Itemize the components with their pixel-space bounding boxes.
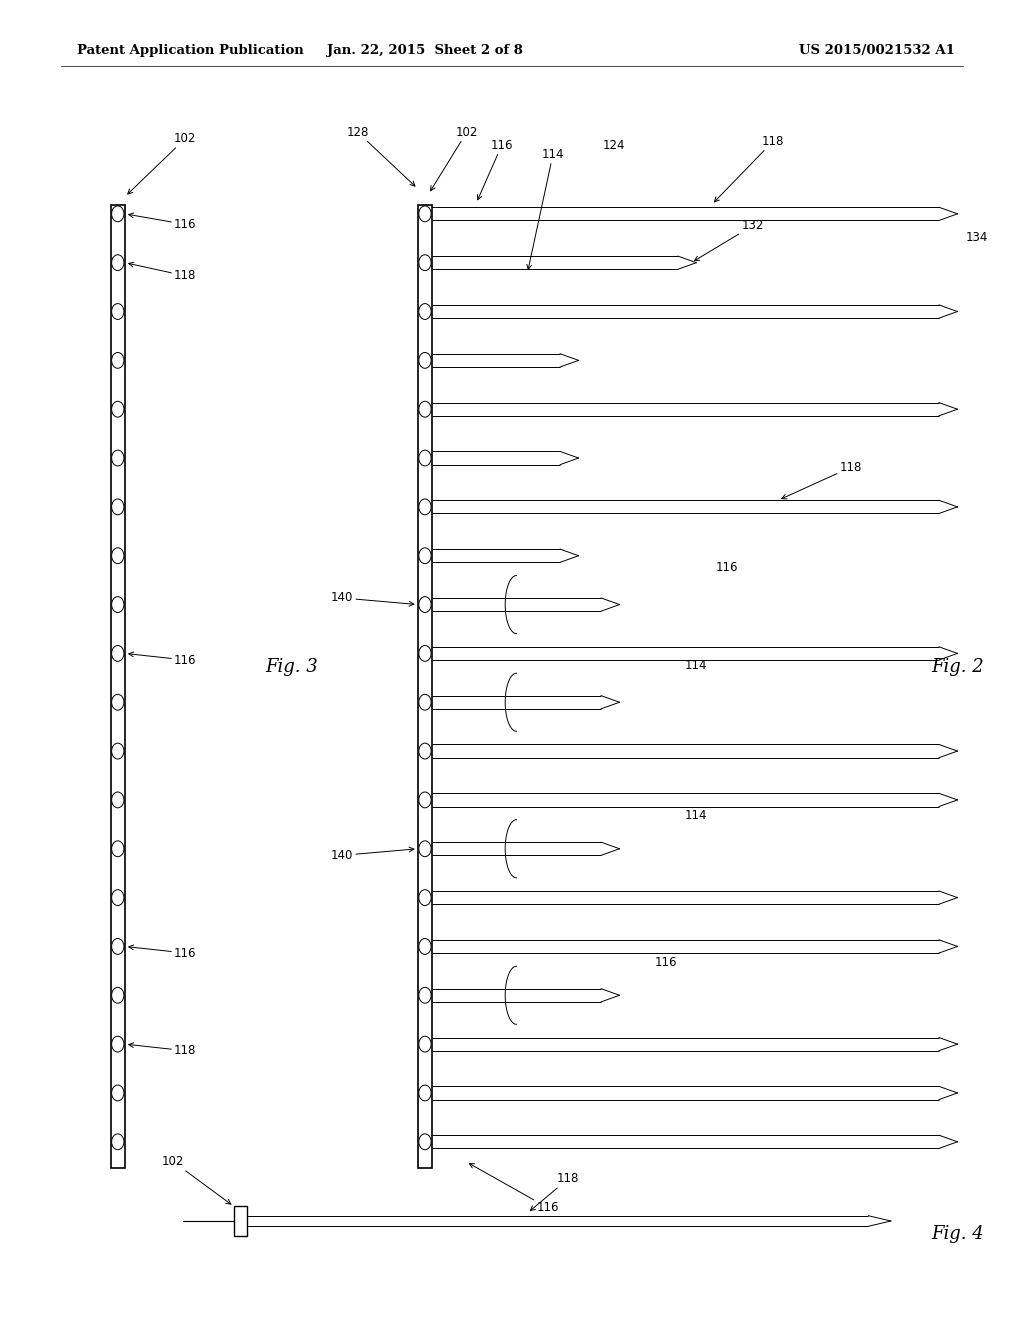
- Circle shape: [419, 597, 431, 612]
- Circle shape: [419, 890, 431, 906]
- Circle shape: [112, 597, 124, 612]
- Text: 114: 114: [685, 659, 708, 672]
- Text: 132: 132: [694, 219, 764, 260]
- Circle shape: [112, 304, 124, 319]
- Text: Fig. 4: Fig. 4: [931, 1225, 984, 1243]
- Circle shape: [112, 1085, 124, 1101]
- Text: 118: 118: [129, 263, 197, 282]
- Circle shape: [419, 352, 431, 368]
- Circle shape: [419, 1085, 431, 1101]
- Circle shape: [112, 841, 124, 857]
- Circle shape: [419, 450, 431, 466]
- Circle shape: [419, 841, 431, 857]
- Circle shape: [419, 987, 431, 1003]
- Circle shape: [112, 743, 124, 759]
- Circle shape: [112, 694, 124, 710]
- Circle shape: [419, 401, 431, 417]
- Text: 118: 118: [781, 461, 862, 499]
- Circle shape: [419, 1134, 431, 1150]
- Text: 116: 116: [129, 652, 197, 667]
- Text: 116: 116: [469, 1163, 559, 1214]
- Circle shape: [419, 255, 431, 271]
- Text: 134: 134: [966, 231, 988, 244]
- Circle shape: [112, 450, 124, 466]
- Text: 140: 140: [331, 847, 414, 862]
- Circle shape: [419, 499, 431, 515]
- Text: 116: 116: [129, 213, 197, 231]
- Circle shape: [112, 1134, 124, 1150]
- Circle shape: [419, 206, 431, 222]
- Circle shape: [112, 939, 124, 954]
- Circle shape: [112, 1036, 124, 1052]
- Text: 124: 124: [603, 139, 626, 152]
- Text: Patent Application Publication: Patent Application Publication: [77, 44, 303, 57]
- Circle shape: [419, 304, 431, 319]
- Text: 102: 102: [430, 125, 478, 191]
- Text: 116: 116: [654, 956, 677, 969]
- Circle shape: [112, 352, 124, 368]
- Circle shape: [419, 694, 431, 710]
- Circle shape: [112, 792, 124, 808]
- Text: 114: 114: [527, 148, 564, 269]
- Circle shape: [419, 645, 431, 661]
- Text: 128: 128: [346, 125, 415, 186]
- Text: 116: 116: [477, 139, 513, 199]
- Text: 118: 118: [530, 1172, 580, 1210]
- Circle shape: [112, 548, 124, 564]
- Text: 116: 116: [716, 561, 738, 574]
- Text: US 2015/0021532 A1: US 2015/0021532 A1: [799, 44, 954, 57]
- Bar: [111, 205, 125, 1168]
- Circle shape: [419, 548, 431, 564]
- Text: 118: 118: [715, 135, 784, 202]
- Text: 102: 102: [128, 132, 197, 194]
- Circle shape: [112, 401, 124, 417]
- Bar: [418, 205, 432, 1168]
- Text: 118: 118: [129, 1043, 197, 1057]
- Text: 140: 140: [331, 591, 414, 606]
- Circle shape: [112, 255, 124, 271]
- Bar: [233, 1206, 248, 1236]
- Circle shape: [112, 987, 124, 1003]
- Circle shape: [419, 743, 431, 759]
- Circle shape: [112, 499, 124, 515]
- Circle shape: [112, 206, 124, 222]
- Text: 102: 102: [162, 1155, 230, 1204]
- Circle shape: [112, 890, 124, 906]
- Text: Jan. 22, 2015  Sheet 2 of 8: Jan. 22, 2015 Sheet 2 of 8: [327, 44, 523, 57]
- Circle shape: [112, 645, 124, 661]
- Text: Fig. 2: Fig. 2: [931, 657, 984, 676]
- Circle shape: [419, 1036, 431, 1052]
- Circle shape: [419, 939, 431, 954]
- Circle shape: [419, 792, 431, 808]
- Text: 114: 114: [685, 809, 708, 822]
- Text: 116: 116: [129, 945, 197, 960]
- Text: Fig. 3: Fig. 3: [265, 657, 318, 676]
